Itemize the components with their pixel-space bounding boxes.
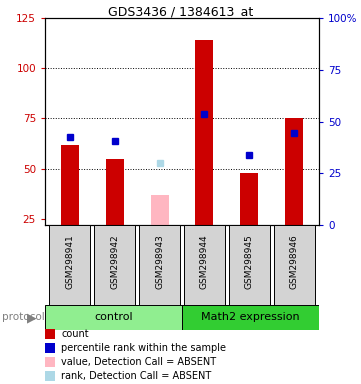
- Text: GSM298942: GSM298942: [110, 235, 119, 289]
- Text: count: count: [61, 329, 88, 339]
- Bar: [61, 145, 79, 225]
- Text: GSM298946: GSM298946: [290, 235, 299, 290]
- Bar: [184, 225, 225, 305]
- Bar: [45, 305, 182, 330]
- Bar: [274, 225, 314, 305]
- Text: percentile rank within the sample: percentile rank within the sample: [61, 343, 226, 353]
- Bar: [240, 173, 258, 225]
- Bar: [182, 305, 319, 330]
- Text: value, Detection Call = ABSENT: value, Detection Call = ABSENT: [61, 357, 216, 367]
- Bar: [139, 225, 180, 305]
- Bar: [49, 225, 90, 305]
- Text: GSM298945: GSM298945: [245, 235, 254, 290]
- Text: ▶: ▶: [27, 311, 37, 324]
- Text: protocol: protocol: [2, 313, 44, 323]
- Bar: [151, 195, 169, 225]
- Bar: [229, 225, 270, 305]
- Text: GSM298941: GSM298941: [65, 235, 74, 290]
- Text: control: control: [94, 313, 133, 323]
- Text: Math2 expression: Math2 expression: [201, 313, 300, 323]
- Bar: [285, 119, 303, 225]
- Text: rank, Detection Call = ABSENT: rank, Detection Call = ABSENT: [61, 371, 211, 381]
- Bar: [195, 40, 213, 225]
- Text: GSM298943: GSM298943: [155, 235, 164, 290]
- Bar: [106, 159, 123, 225]
- Text: GDS3436 / 1384613_at: GDS3436 / 1384613_at: [108, 5, 253, 18]
- Bar: [95, 225, 135, 305]
- Text: GSM298944: GSM298944: [200, 235, 209, 289]
